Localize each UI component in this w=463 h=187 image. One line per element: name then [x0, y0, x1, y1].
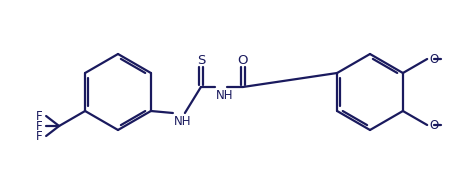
Text: NH: NH	[216, 89, 233, 102]
Text: O: O	[238, 53, 248, 67]
Text: F: F	[36, 130, 42, 142]
Text: S: S	[197, 53, 205, 67]
Text: F: F	[36, 119, 42, 133]
Text: O: O	[429, 119, 438, 131]
Text: NH: NH	[174, 115, 191, 128]
Text: F: F	[36, 110, 42, 122]
Text: O: O	[429, 53, 438, 65]
